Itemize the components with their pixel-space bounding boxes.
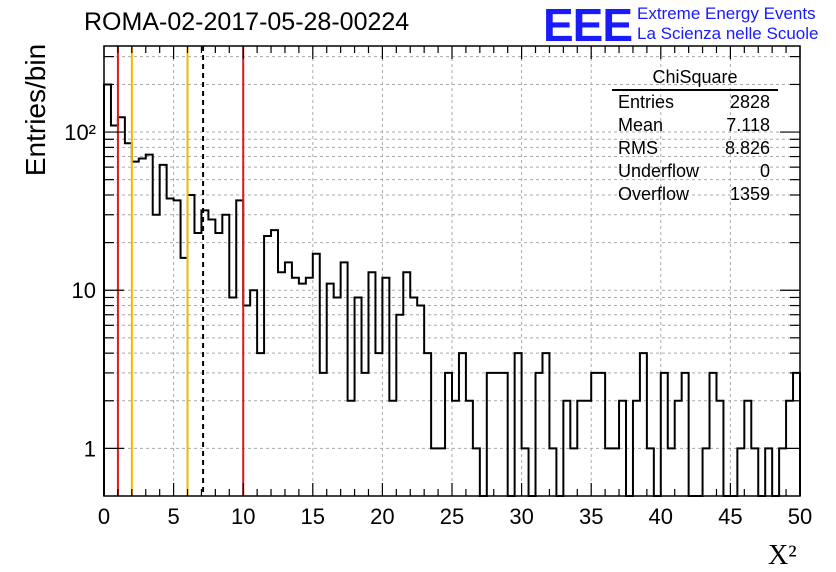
- eee-logo: EEE: [543, 0, 633, 51]
- stats-label: RMS: [618, 138, 658, 158]
- x-tick-label: 35: [579, 504, 603, 529]
- x-tick-label: 5: [167, 504, 179, 529]
- stats-value: 1359: [729, 184, 770, 204]
- chart-title: ROMA-02-2017-05-28-00224: [84, 8, 410, 36]
- stats-label: Underflow: [618, 161, 700, 181]
- stats-row-rms: RMS 8.826: [612, 137, 778, 160]
- stats-label: Overflow: [618, 184, 690, 204]
- stats-value: 2828: [729, 92, 770, 112]
- y-axis-label: Entries/bin: [20, 43, 51, 177]
- stats-row-underflow: Underflow 0: [612, 160, 778, 183]
- logo-line-1: Extreme Energy Events: [637, 4, 816, 23]
- stats-box: ChiSquare Entries 2828 Mean 7.118 RMS 8.…: [612, 67, 778, 206]
- y-tick-label: 1: [84, 436, 96, 461]
- stats-row-entries: Entries 2828: [612, 91, 778, 114]
- x-tick-label: 30: [509, 504, 533, 529]
- stats-value: 0: [759, 161, 770, 181]
- stats-value: 7.118: [726, 115, 770, 135]
- y-tick-label: 10: [72, 278, 96, 303]
- x-tick-label: 15: [301, 504, 325, 529]
- x-tick-label: 0: [98, 504, 110, 529]
- x-tick-label: 20: [370, 504, 394, 529]
- stats-row-overflow: Overflow 1359: [612, 183, 778, 206]
- stats-row-mean: Mean 7.118: [612, 114, 778, 137]
- histogram-series: [103, 83, 801, 497]
- x-tick-label: 45: [718, 504, 742, 529]
- x-tick-label: 25: [440, 504, 464, 529]
- stats-title: ChiSquare: [612, 67, 778, 91]
- x-tick-label: 50: [788, 504, 812, 529]
- y-tick-label: 10²: [64, 120, 96, 145]
- x-tick-label: 40: [649, 504, 673, 529]
- x-axis-label: X²: [768, 540, 797, 571]
- x-tick-label: 10: [231, 504, 255, 529]
- stats-label: Mean: [618, 115, 664, 135]
- logo-line-2: La Scienza nelle Scuole: [637, 24, 819, 43]
- stats-label: Entries: [618, 92, 675, 112]
- stats-value: 8.826: [724, 138, 770, 158]
